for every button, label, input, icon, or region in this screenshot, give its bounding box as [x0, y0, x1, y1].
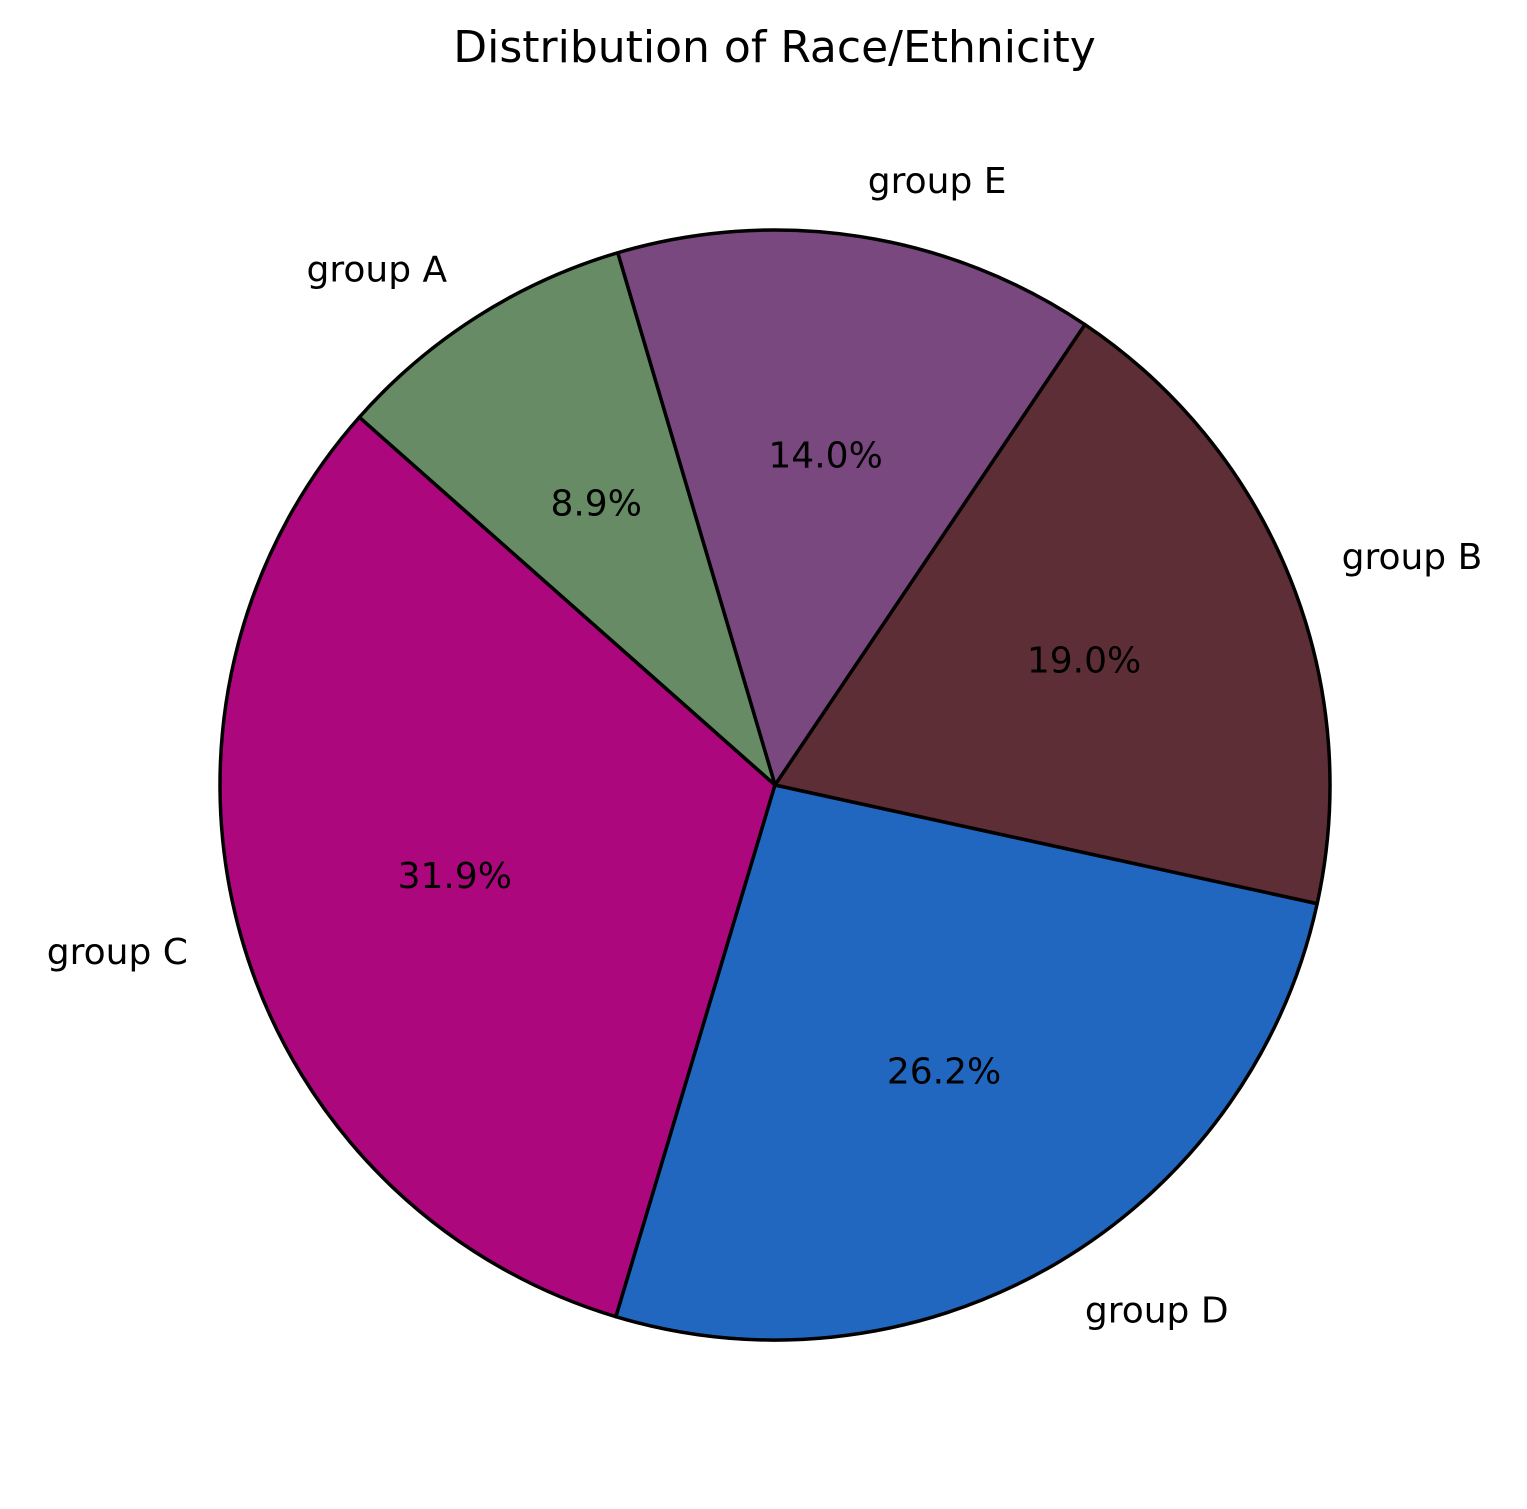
pie-percent-label: 14.0%: [768, 435, 882, 476]
pie-percent-label: 26.2%: [887, 1051, 1001, 1092]
pie-category-label: group C: [47, 932, 188, 973]
pie-category-label: group B: [1342, 537, 1483, 578]
chart-title: Distribution of Race/Ethnicity: [453, 22, 1096, 73]
pie-category-label: group A: [307, 249, 448, 290]
pie-percent-label: 8.9%: [550, 484, 641, 525]
pie-slice-group-a: [357, 250, 777, 787]
pie-percent-label: 31.9%: [398, 856, 512, 897]
pie-category-labels: group C group D group B group E group A: [47, 161, 1483, 1331]
pie-percent-labels: 31.9% 26.2% 19.0% 14.0% 8.9%: [398, 435, 1142, 1092]
pie-slices: [218, 228, 1332, 1342]
pie-slice-group-c: [218, 415, 777, 1319]
pie-slice-group-b: [773, 322, 1332, 906]
pie-percent-label: 19.0%: [1027, 641, 1141, 682]
pie-slice-group-d: [614, 783, 1319, 1342]
pie-category-label: group E: [868, 161, 1007, 202]
pie-category-label: group D: [1085, 1291, 1229, 1332]
